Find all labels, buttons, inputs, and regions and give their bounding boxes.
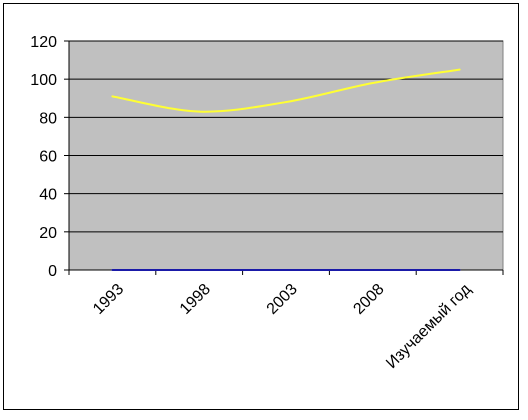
x-tick-label: Изучаемый год — [383, 280, 475, 372]
data-point-0-0 — [111, 95, 114, 98]
data-point-1-4 — [458, 269, 461, 271]
data-point-0-2 — [285, 101, 287, 104]
data-point-0-1 — [198, 110, 201, 113]
y-axis: 0 20 40 60 80 100 120 — [30, 34, 70, 280]
y-tick-label: 80 — [39, 110, 57, 127]
y-tick-label: 120 — [30, 34, 57, 51]
data-point-1-1 — [198, 269, 201, 271]
y-tick-label: 60 — [39, 149, 57, 166]
gridlines — [69, 40, 503, 233]
y-tick-label: 40 — [39, 187, 57, 204]
data-point-0-3 — [371, 81, 374, 84]
y-tick-label: 20 — [39, 225, 57, 242]
data-point-0-4 — [458, 68, 461, 71]
x-tick-label: 2008 — [350, 281, 387, 318]
y-tick-label: 100 — [30, 72, 57, 89]
data-point-1-3 — [371, 269, 374, 271]
data-point-1-0 — [111, 269, 114, 271]
x-tick-label: 1998 — [177, 281, 214, 318]
data-point-1-2 — [285, 269, 287, 271]
series-layer — [111, 68, 461, 272]
x-tick-label: 2003 — [264, 281, 301, 318]
y-tick-label: 0 — [48, 263, 57, 280]
x-tick-label: 1993 — [90, 281, 127, 318]
